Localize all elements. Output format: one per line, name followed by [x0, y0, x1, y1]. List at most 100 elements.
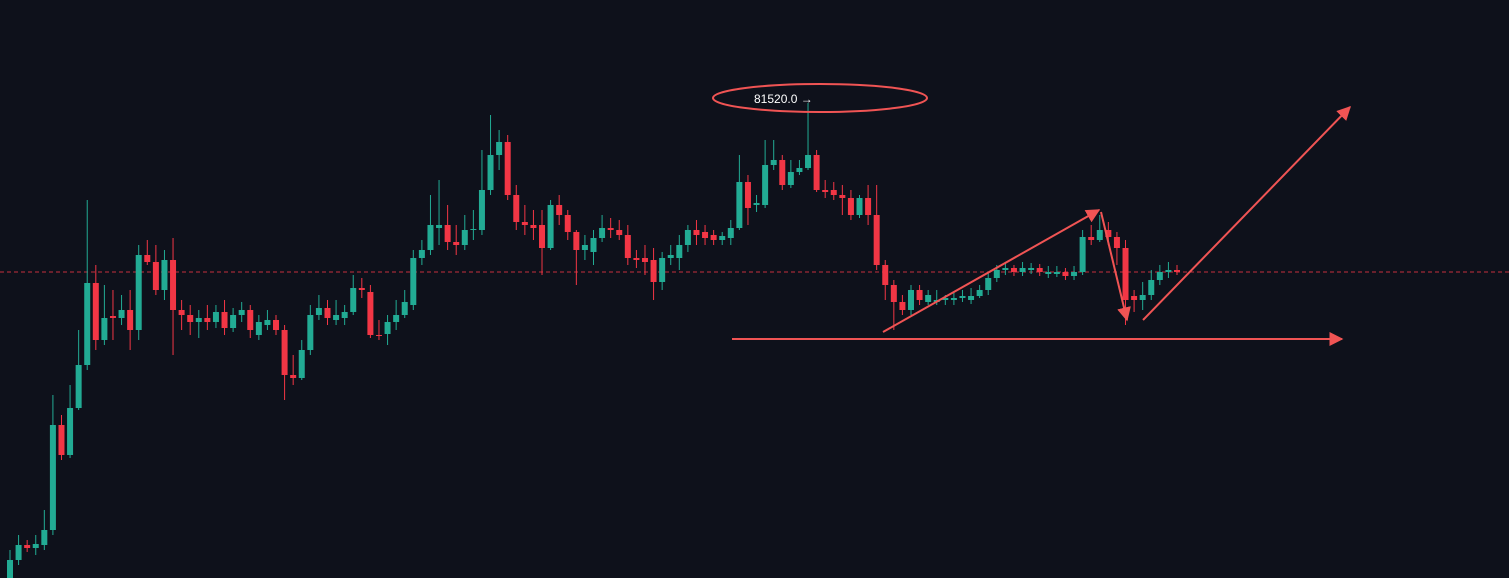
candle-body: [633, 258, 640, 260]
candle-body: [1062, 272, 1069, 276]
candle-body: [856, 198, 863, 215]
candle-body: [478, 190, 485, 230]
candle-body: [985, 278, 992, 290]
candle-body: [1148, 280, 1155, 295]
candle-body: [1122, 248, 1129, 300]
candle-body: [221, 312, 228, 328]
candle-body: [684, 230, 691, 245]
candle-body: [667, 255, 674, 258]
candle-body: [410, 258, 417, 305]
candle-body: [976, 290, 983, 296]
candle-body: [1174, 270, 1180, 272]
candle-body: [916, 290, 923, 300]
candle-body: [1079, 237, 1086, 272]
candle-body: [805, 155, 812, 168]
candle-body: [539, 225, 546, 248]
candle-body: [367, 292, 374, 335]
candle-body: [1045, 272, 1052, 274]
candle-body: [702, 232, 709, 238]
candle-body: [1019, 268, 1026, 272]
candle-body: [7, 560, 13, 578]
candle-body: [624, 235, 631, 258]
candle-body: [779, 160, 786, 185]
candle-body: [847, 198, 854, 215]
highlight-ellipse: [712, 83, 928, 113]
candle-body: [496, 142, 503, 155]
candle-body: [1113, 237, 1120, 248]
candle-body: [247, 310, 254, 330]
candle-body: [744, 182, 751, 208]
candle-body: [1165, 270, 1172, 272]
candle-body: [127, 310, 134, 330]
candle-body: [324, 308, 331, 318]
candle-body: [187, 315, 194, 322]
candle-body: [384, 322, 391, 334]
candle-body: [590, 238, 597, 252]
high-label: 81520.0 →: [754, 92, 813, 106]
candle-body: [15, 545, 22, 560]
candle-body: [461, 230, 468, 245]
candle-body: [144, 255, 151, 262]
candle-body: [436, 225, 443, 228]
candle-body: [547, 205, 554, 248]
candle-body: [401, 302, 408, 315]
candle-body: [1071, 272, 1078, 276]
candle-body: [375, 335, 382, 336]
candle-body: [135, 255, 142, 330]
candle-body: [899, 302, 906, 310]
candle-body: [178, 310, 185, 315]
candle-body: [521, 222, 528, 225]
candle-body: [1156, 272, 1163, 280]
candle-body: [581, 245, 588, 250]
candle-body: [273, 320, 280, 330]
candle-body: [204, 318, 211, 322]
candle-body: [75, 365, 82, 408]
candle-body: [504, 142, 511, 195]
candle-body: [84, 283, 91, 365]
candle-body: [753, 203, 760, 205]
target-arrow: [1142, 105, 1351, 321]
candle-body: [255, 322, 262, 335]
candle-body: [307, 315, 314, 350]
candle-body: [736, 182, 743, 228]
candle-body: [530, 225, 537, 228]
candle-body: [212, 312, 219, 322]
candle-body: [238, 310, 245, 315]
candle-body: [264, 320, 271, 325]
candle-body: [1010, 268, 1017, 272]
candle-body: [427, 225, 434, 250]
candle-body: [710, 235, 717, 240]
candle-body: [907, 290, 914, 310]
up-arrow: [882, 209, 1101, 333]
candle-body: [1036, 268, 1043, 272]
candle-body: [92, 283, 99, 340]
candle-body: [350, 288, 357, 312]
candle-body: [1053, 272, 1060, 274]
candle-body: [762, 165, 769, 205]
candle-body: [676, 245, 683, 258]
candle-body: [24, 545, 31, 548]
drawings: [712, 83, 1351, 346]
candle-body: [865, 198, 872, 215]
candle-body: [813, 155, 820, 190]
candle-body: [873, 215, 880, 265]
candle-body: [882, 265, 889, 285]
candle-body: [453, 242, 460, 245]
candle-body: [607, 228, 614, 230]
candle-body: [315, 308, 322, 315]
candle-body: [393, 315, 400, 322]
candle-body: [170, 260, 177, 310]
candle-body: [830, 190, 837, 195]
candle-body: [616, 230, 623, 235]
candle-body: [487, 155, 494, 190]
candle-body: [67, 408, 74, 455]
candle-body: [1139, 295, 1146, 300]
candle-body: [693, 230, 700, 235]
candle-body: [950, 298, 957, 300]
candle-body: [58, 425, 65, 455]
candle-body: [444, 225, 451, 242]
candle-body: [959, 296, 966, 298]
candle-body: [1088, 237, 1095, 240]
candle-body: [513, 195, 520, 222]
candle-body: [290, 375, 297, 378]
